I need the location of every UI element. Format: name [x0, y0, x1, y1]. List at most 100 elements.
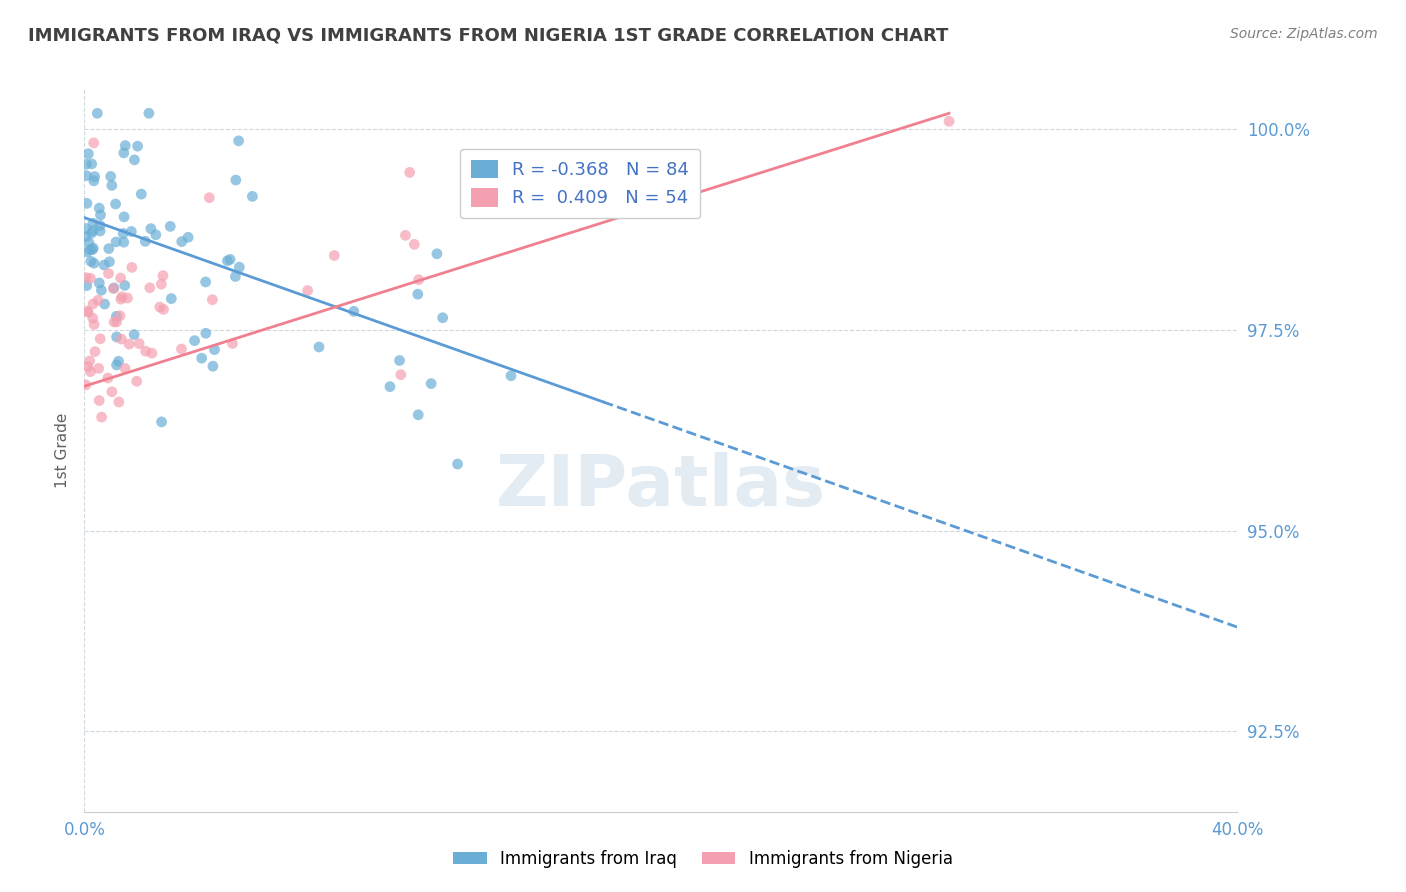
- Point: [100, 169, 122, 184]
- Point: [117, 291, 139, 305]
- Point: [152, 268, 174, 283]
- Point: [228, 134, 250, 148]
- Point: [308, 340, 330, 354]
- Point: [80, 157, 103, 171]
- Point: [82, 223, 104, 237]
- Point: [217, 253, 239, 268]
- Point: [93, 297, 115, 311]
- Point: [177, 230, 200, 244]
- Point: [160, 292, 183, 306]
- Point: [80, 226, 103, 240]
- Point: [198, 191, 221, 205]
- Point: [79, 365, 101, 379]
- Point: [76, 196, 98, 211]
- Point: [139, 221, 162, 235]
- Point: [124, 153, 146, 167]
- Point: [97, 267, 120, 281]
- Point: [83, 136, 105, 150]
- Point: [398, 165, 420, 179]
- Point: [201, 293, 224, 307]
- Point: [406, 287, 429, 301]
- Point: [170, 235, 193, 249]
- Point: [110, 271, 132, 285]
- Point: [76, 304, 98, 318]
- Point: [110, 292, 132, 306]
- Point: [80, 254, 103, 268]
- Point: [114, 278, 136, 293]
- Point: [110, 332, 132, 346]
- Legend: R = -0.368   N = 84, R =  0.409   N = 54: R = -0.368 N = 84, R = 0.409 N = 54: [460, 149, 700, 219]
- Point: [114, 138, 136, 153]
- Point: [446, 457, 468, 471]
- Point: [194, 275, 217, 289]
- Point: [82, 297, 104, 311]
- Point: [404, 237, 426, 252]
- Point: [79, 354, 101, 368]
- Point: [219, 252, 242, 267]
- Point: [152, 302, 174, 317]
- Point: [228, 260, 250, 275]
- Point: [75, 270, 97, 285]
- Point: [76, 278, 98, 293]
- Point: [420, 376, 443, 391]
- Point: [75, 229, 97, 244]
- Point: [83, 169, 105, 184]
- Text: ZIPatlas: ZIPatlas: [496, 452, 825, 521]
- Point: [76, 244, 98, 259]
- Point: [108, 395, 131, 409]
- Point: [183, 334, 205, 348]
- Point: [127, 139, 149, 153]
- Point: [297, 284, 319, 298]
- Point: [221, 336, 243, 351]
- Point: [87, 293, 110, 308]
- Point: [104, 197, 127, 211]
- Point: [105, 358, 128, 372]
- Point: [103, 282, 125, 296]
- Point: [82, 243, 104, 257]
- Point: [408, 273, 430, 287]
- Point: [378, 379, 401, 393]
- Point: [103, 281, 125, 295]
- Point: [103, 315, 125, 329]
- Point: [83, 174, 105, 188]
- Point: [101, 178, 124, 193]
- Point: [499, 368, 522, 383]
- Point: [938, 114, 960, 128]
- Point: [112, 145, 135, 160]
- Point: [121, 260, 143, 275]
- Point: [83, 318, 105, 332]
- Text: Source: ZipAtlas.com: Source: ZipAtlas.com: [1230, 27, 1378, 41]
- Point: [194, 326, 217, 341]
- Point: [114, 361, 136, 376]
- Point: [426, 247, 449, 261]
- Point: [97, 371, 120, 385]
- Point: [82, 241, 104, 255]
- Point: [75, 157, 97, 171]
- Point: [75, 377, 97, 392]
- Point: [86, 106, 108, 120]
- Point: [388, 353, 411, 368]
- Point: [79, 243, 101, 257]
- Point: [150, 415, 173, 429]
- Point: [83, 256, 105, 270]
- Point: [111, 290, 134, 304]
- Point: [225, 173, 247, 187]
- Point: [79, 271, 101, 285]
- Point: [89, 224, 111, 238]
- Point: [101, 384, 124, 399]
- Point: [159, 219, 181, 234]
- Point: [170, 342, 193, 356]
- Point: [105, 310, 128, 324]
- Point: [75, 169, 97, 183]
- Point: [134, 235, 156, 249]
- Point: [105, 330, 128, 344]
- Point: [108, 309, 131, 323]
- Point: [82, 311, 104, 326]
- Point: [128, 336, 150, 351]
- Point: [394, 228, 416, 243]
- Point: [89, 276, 111, 290]
- Point: [432, 310, 454, 325]
- Point: [76, 359, 98, 374]
- Legend: Immigrants from Iraq, Immigrants from Nigeria: Immigrants from Iraq, Immigrants from Ni…: [447, 844, 959, 875]
- Y-axis label: 1st Grade: 1st Grade: [55, 413, 70, 488]
